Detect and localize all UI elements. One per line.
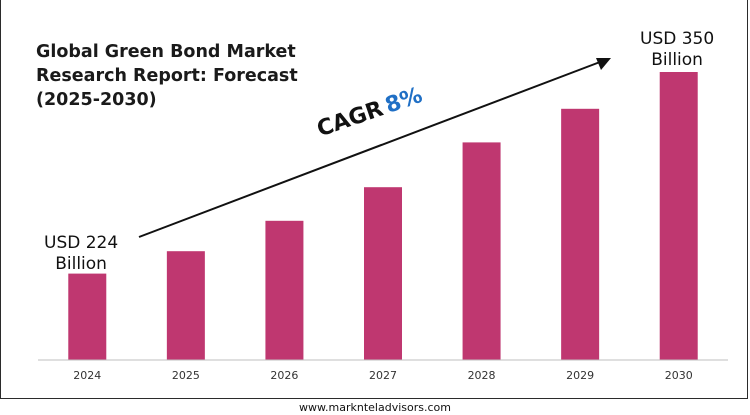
start-value-line-2: Billion [55,254,107,274]
x-tick-label: 2027 [369,369,397,382]
x-tick-labels: 2024 2025 2026 2027 2028 2029 2030 [73,369,692,382]
title-line-2: Research Report: Forecast [36,66,298,86]
x-tick-label: 2030 [665,369,693,382]
bar-2024 [68,273,107,360]
bar-2025 [166,251,205,360]
bar-2030 [659,72,698,360]
title-line-3: (2025-2030) [36,90,157,110]
chart-title: Global Green Bond Market Research Report… [36,40,336,112]
chart-frame [0,0,748,399]
x-tick-label: 2025 [172,369,200,382]
x-tick-label: 2026 [270,369,298,382]
bar-2027 [364,187,402,360]
start-value-line-1: USD 224 [44,233,119,253]
bar-2029 [561,108,600,360]
bars-group [68,72,698,360]
bar-2028 [462,142,501,360]
end-value-line-1: USD 350 [640,29,715,49]
title-line-1: Global Green Bond Market [36,42,296,62]
x-tick-label: 2029 [566,369,594,382]
cagr-arrow [138,58,611,238]
x-tick-label: 2024 [73,369,101,382]
end-value-line-2: Billion [651,50,703,70]
cagr-arrow-head [596,58,611,70]
bar-2026 [265,220,304,360]
x-tick-label: 2028 [468,369,496,382]
start-value-callout: USD 224 Billion [44,233,118,275]
cagr-arrow-line [138,61,601,238]
end-value-callout: USD 350 Billion [640,29,714,71]
footer-website: www.marknteladvisors.com [299,401,451,414]
